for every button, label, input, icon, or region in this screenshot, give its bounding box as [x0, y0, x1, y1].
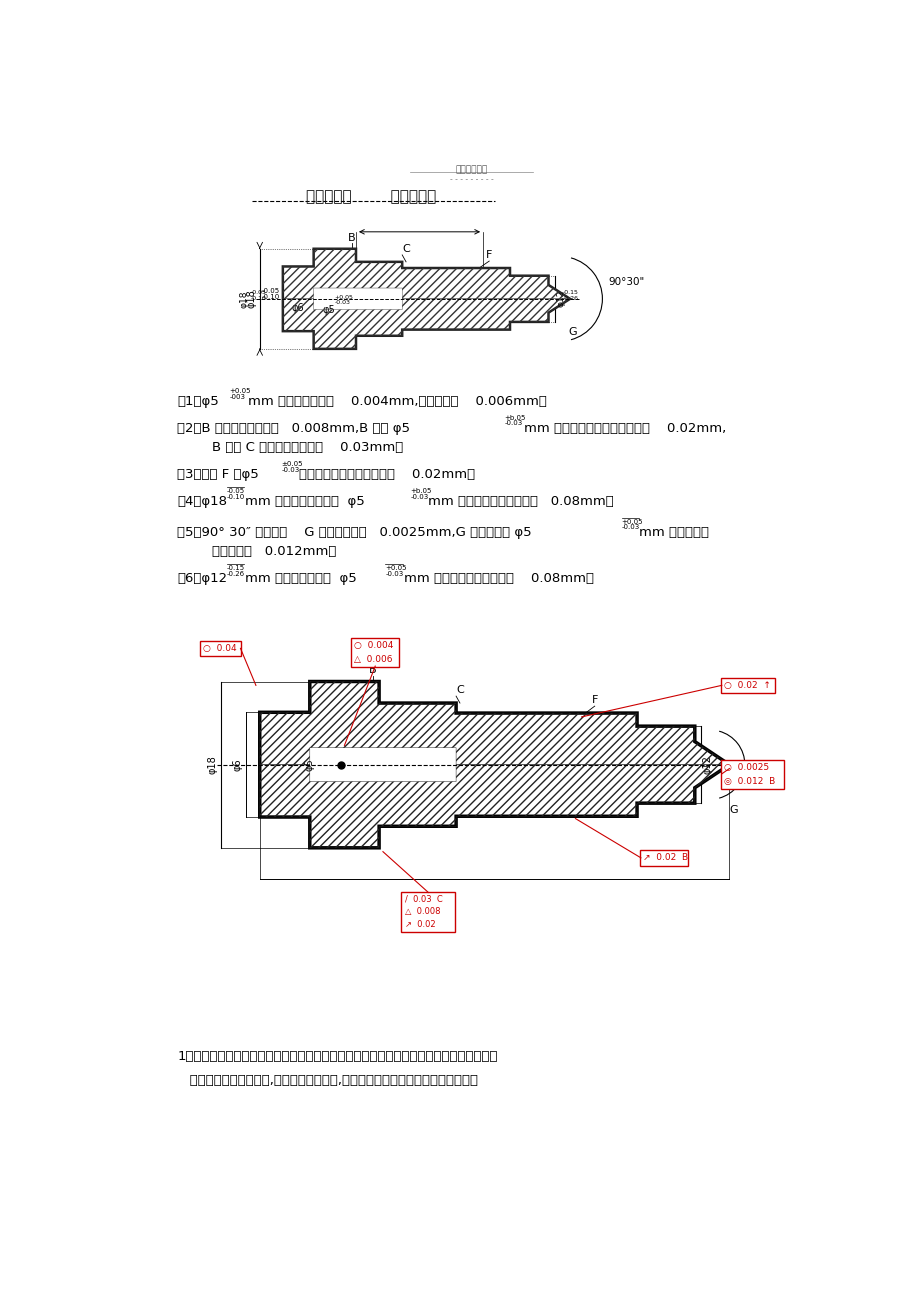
Text: B: B	[348, 233, 356, 242]
Text: 或平均过盈及协作公差,指出各属何类协作,并画出孔、轴公差带图与协作公差图：: 或平均过盈及协作公差,指出各属何类协作,并画出孔、轴公差带图与协作公差图：	[177, 1074, 478, 1087]
Text: φ6: φ6	[233, 758, 243, 771]
Text: -0.03: -0.03	[410, 494, 428, 499]
Text: +0.05: +0.05	[230, 388, 251, 394]
Text: （2）B 面的平面度公差为   0.008mm,B 面对 φ5: （2）B 面的平面度公差为 0.008mm,B 面对 φ5	[177, 422, 410, 435]
Text: （6）φ12: （6）φ12	[177, 572, 227, 585]
Text: +0.05: +0.05	[335, 294, 353, 300]
Text: +b.05: +b.05	[504, 416, 526, 421]
Text: mm 孔的圆度公差为    0.004mm,圆柱度公差    0.006mm；: mm 孔的圆度公差为 0.004mm,圆柱度公差 0.006mm；	[248, 395, 547, 408]
Text: ○  0.04: ○ 0.04	[202, 644, 236, 653]
Text: -0.03: -0.03	[385, 571, 403, 577]
Text: - - - - - - - - -: - - - - - - - - -	[449, 175, 493, 184]
Text: mm 的外圆柱面轴线对  φ5: mm 的外圆柱面轴线对 φ5	[244, 495, 365, 508]
Text: F: F	[485, 250, 492, 261]
Text: -0.05: -0.05	[250, 291, 267, 296]
Text: mm 孔轴线的同轴度公差为   0.08mm；: mm 孔轴线的同轴度公差为 0.08mm；	[427, 495, 613, 508]
Text: /  0.03  C: / 0.03 C	[404, 894, 442, 903]
Text: 多练出技坐        巧思出硕果: 多练出技坐 巧思出硕果	[306, 189, 436, 203]
Text: C: C	[456, 685, 463, 696]
FancyBboxPatch shape	[720, 678, 774, 693]
Text: mm 孔轴线的同轴度公差为    0.08mm；: mm 孔轴线的同轴度公差为 0.08mm；	[403, 572, 593, 585]
FancyBboxPatch shape	[640, 850, 687, 865]
Text: G: G	[568, 327, 577, 336]
Text: ○  0.0025: ○ 0.0025	[723, 764, 768, 773]
Text: F: F	[591, 696, 597, 705]
Text: φ5: φ5	[323, 305, 335, 315]
Text: mm 外圆柱面轴线对  φ5: mm 外圆柱面轴线对 φ5	[244, 572, 357, 585]
Text: φ6: φ6	[291, 302, 304, 313]
Text: +b.05: +b.05	[410, 489, 432, 494]
Text: φ18: φ18	[240, 291, 248, 308]
FancyBboxPatch shape	[351, 638, 399, 667]
Text: （4）φ18: （4）φ18	[177, 495, 227, 508]
Text: mm 孔轴线的端面圆跳动公差为    0.02mm,: mm 孔轴线的端面圆跳动公差为 0.02mm,	[523, 422, 725, 435]
Text: -0.26: -0.26	[226, 571, 244, 577]
Text: -0.05: -0.05	[226, 489, 244, 494]
Text: φ12: φ12	[556, 291, 564, 308]
Text: 轴度公差为   0.012mm；: 轴度公差为 0.012mm；	[211, 545, 336, 558]
Text: -0.10: -0.10	[261, 294, 279, 300]
Text: 90°30": 90°30"	[607, 276, 644, 287]
Text: +0.05: +0.05	[621, 519, 642, 525]
Polygon shape	[259, 681, 729, 848]
Text: -0.10: -0.10	[226, 494, 244, 499]
Text: φ18: φ18	[246, 289, 256, 309]
Text: -003: -003	[230, 394, 245, 400]
Text: -0.15: -0.15	[562, 291, 578, 296]
Text: 孔轴线的端面圆跳动公差为    0.02mm；: 孔轴线的端面圆跳动公差为 0.02mm；	[299, 468, 474, 481]
Text: B: B	[369, 666, 377, 675]
FancyBboxPatch shape	[401, 891, 455, 932]
Text: -0.10: -0.10	[250, 296, 267, 301]
Polygon shape	[282, 249, 570, 349]
Text: ○  0.02  ↑: ○ 0.02 ↑	[723, 681, 770, 689]
Text: +0.05: +0.05	[385, 566, 406, 571]
Text: -0.15: -0.15	[226, 566, 244, 571]
Text: G: G	[728, 805, 737, 814]
Text: mm 孔轴线的同: mm 孔轴线的同	[639, 526, 709, 539]
Text: ↗  0.02  B: ↗ 0.02 B	[642, 853, 687, 863]
Text: φ12: φ12	[702, 756, 711, 774]
Text: ◎  0.012  B: ◎ 0.012 B	[723, 777, 775, 786]
Text: -0.03: -0.03	[335, 300, 350, 305]
FancyBboxPatch shape	[199, 641, 241, 657]
Text: -0.03: -0.03	[621, 524, 640, 530]
Text: φ5: φ5	[304, 758, 314, 771]
Text: -0.05: -0.05	[261, 288, 279, 294]
FancyBboxPatch shape	[720, 760, 783, 788]
Text: ↗  0.02: ↗ 0.02	[404, 920, 435, 929]
Text: 1、求以下三对协作孔、轴的公称尺寸、极限尺寸、公差、极限间隙或极限过盈、平均间隙: 1、求以下三对协作孔、轴的公称尺寸、极限尺寸、公差、极限间隙或极限过盈、平均间隙	[177, 1049, 497, 1062]
Text: ±0.05: ±0.05	[281, 461, 302, 468]
Text: -0.26: -0.26	[562, 296, 578, 301]
Text: -0.03: -0.03	[281, 466, 300, 473]
Text: ○  0.004: ○ 0.004	[354, 641, 393, 650]
Text: B 面对 C 面的平行度公差为    0.03mm；: B 面对 C 面的平行度公差为 0.03mm；	[211, 442, 403, 455]
Text: 精选学习资料: 精选学习资料	[455, 165, 487, 175]
Text: △  0.008: △ 0.008	[404, 907, 439, 916]
Text: φ18: φ18	[207, 756, 217, 774]
Text: （5）90° 30″ 密封锥面    G 的圆度公差为   0.0025mm,G 面的轴线对 φ5: （5）90° 30″ 密封锥面 G 的圆度公差为 0.0025mm,G 面的轴线…	[177, 526, 531, 539]
Text: （1）φ5: （1）φ5	[177, 395, 219, 408]
Text: △  0.006: △ 0.006	[354, 655, 392, 663]
Text: C: C	[402, 244, 410, 254]
Text: -0.03: -0.03	[504, 421, 522, 426]
Text: （3）平面 F 对φ5: （3）平面 F 对φ5	[177, 468, 259, 481]
